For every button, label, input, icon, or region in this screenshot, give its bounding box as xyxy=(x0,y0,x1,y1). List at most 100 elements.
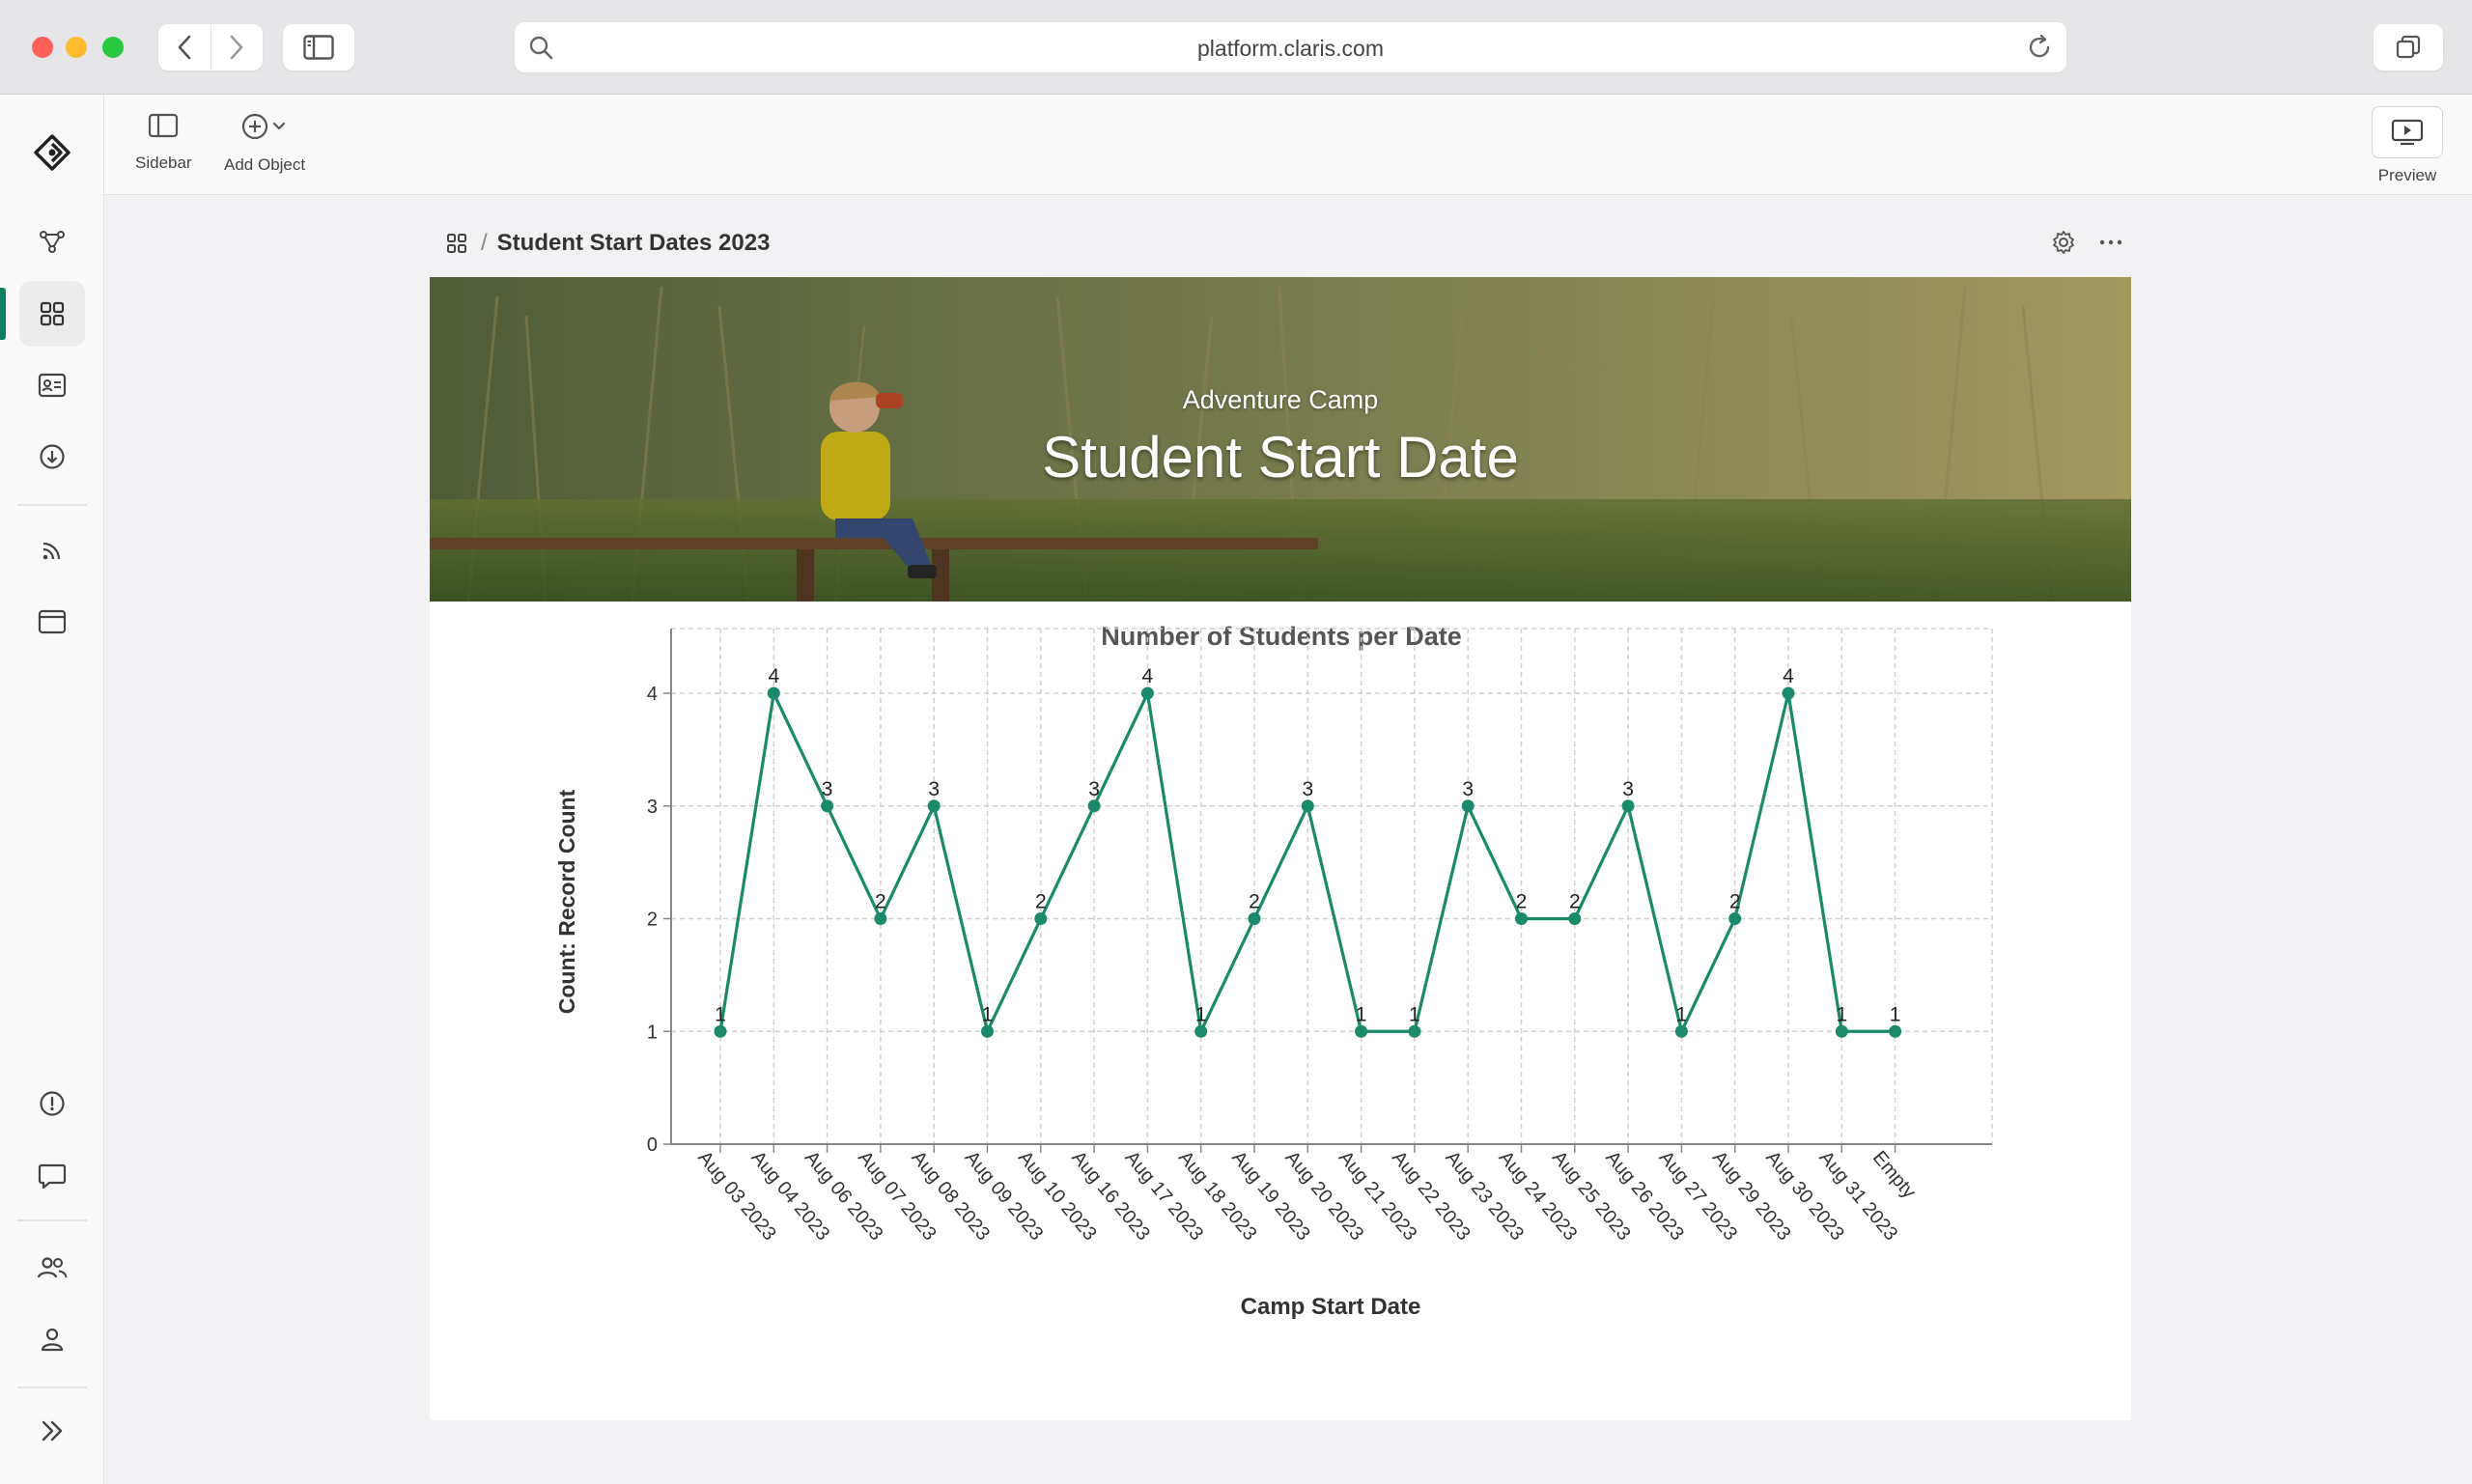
download-circle-icon xyxy=(40,444,65,469)
data-point[interactable] xyxy=(767,686,780,700)
data-point[interactable] xyxy=(714,1024,727,1038)
breadcrumb: / Student Start Dates 2023 xyxy=(446,228,770,259)
grid-icon[interactable] xyxy=(446,233,467,254)
data-point[interactable] xyxy=(874,912,887,926)
data-point[interactable] xyxy=(1355,1024,1368,1038)
rail-item-window[interactable] xyxy=(19,589,85,655)
add-circle-chevron-icon xyxy=(241,113,286,140)
data-label: 3 xyxy=(1302,778,1313,800)
rail-item-team[interactable] xyxy=(19,1235,85,1301)
data-point[interactable] xyxy=(1301,799,1314,813)
more-horizontal-icon[interactable] xyxy=(2097,230,2124,255)
data-point[interactable] xyxy=(1835,1024,1848,1038)
data-label: 2 xyxy=(1569,891,1581,913)
hero-photo xyxy=(430,277,2131,602)
sidebar-icon xyxy=(303,35,334,60)
rail-item-apps[interactable] xyxy=(19,281,85,347)
window-minimize-button[interactable] xyxy=(66,37,87,58)
rail-item-contacts[interactable] xyxy=(19,352,85,418)
data-label: 4 xyxy=(1142,665,1154,687)
data-point[interactable] xyxy=(981,1024,994,1038)
data-label: 1 xyxy=(715,1003,726,1025)
y-tick-label: 3 xyxy=(647,797,658,818)
data-label: 3 xyxy=(928,778,940,800)
data-point[interactable] xyxy=(1408,1024,1421,1038)
data-point[interactable] xyxy=(1515,912,1528,926)
gear-icon[interactable] xyxy=(2051,230,2076,255)
rail-item-downloads[interactable] xyxy=(19,424,85,490)
reload-icon[interactable] xyxy=(2026,34,2053,61)
y-tick-label: 2 xyxy=(647,910,658,931)
data-point[interactable] xyxy=(1674,1024,1688,1038)
data-point[interactable] xyxy=(1034,912,1048,926)
tab-overview-icon xyxy=(2396,35,2421,59)
rail-divider xyxy=(17,504,87,506)
window-maximize-button[interactable] xyxy=(102,37,124,58)
chevron-left-icon xyxy=(178,35,191,60)
rail-item-alerts[interactable] xyxy=(19,1071,85,1136)
expand-rail-button[interactable] xyxy=(19,1398,85,1464)
grid-icon xyxy=(40,301,65,326)
data-label: 2 xyxy=(1249,891,1260,913)
nodes-icon xyxy=(40,231,65,253)
search-icon xyxy=(529,36,553,60)
data-label: 1 xyxy=(1890,1003,1901,1025)
app-rail xyxy=(0,95,104,1484)
user-icon xyxy=(41,1328,64,1352)
data-point[interactable] xyxy=(1728,912,1742,926)
rail-item-messages[interactable] xyxy=(19,1143,85,1209)
chat-bubble-icon xyxy=(38,1163,67,1190)
data-point[interactable] xyxy=(1087,799,1101,813)
data-label: 1 xyxy=(1195,1003,1207,1025)
data-point[interactable] xyxy=(1568,912,1582,926)
data-point[interactable] xyxy=(1248,912,1261,926)
info-alert-icon xyxy=(40,1091,65,1116)
data-point[interactable] xyxy=(1194,1024,1208,1038)
y-tick-label: 4 xyxy=(647,684,658,705)
claris-logo[interactable] xyxy=(19,120,85,185)
browser-chrome: platform.claris.com xyxy=(0,0,2472,95)
data-point[interactable] xyxy=(1140,686,1154,700)
forward-button[interactable] xyxy=(210,24,264,70)
rail-item-feeds[interactable] xyxy=(19,518,85,583)
data-label: 1 xyxy=(1836,1003,1847,1025)
data-point[interactable] xyxy=(1461,799,1475,813)
double-chevron-right-icon xyxy=(42,1420,63,1442)
editor-toolbar: Sidebar Add Object Preview xyxy=(104,95,2472,195)
data-label: 3 xyxy=(1088,778,1100,800)
chart-grid xyxy=(671,628,1993,1145)
hero-overlay xyxy=(430,277,2131,602)
hero-title: Student Start Date xyxy=(1042,425,1519,490)
add-object-label: Add Object xyxy=(224,155,306,174)
data-point[interactable] xyxy=(1889,1024,1902,1038)
data-point[interactable] xyxy=(821,799,834,813)
data-point[interactable] xyxy=(1782,686,1795,700)
preview-button[interactable]: Preview xyxy=(2372,106,2443,185)
data-label: 2 xyxy=(1516,891,1528,913)
contact-card-icon xyxy=(38,373,67,398)
rail-item-account[interactable] xyxy=(19,1306,85,1372)
content-card: Adventure Camp Student Start Date Number… xyxy=(430,277,2131,1420)
data-label: 1 xyxy=(982,1003,994,1025)
sidebar-tool-button[interactable]: Sidebar xyxy=(135,112,192,173)
sidebar-panel-icon xyxy=(149,113,179,138)
chart-series xyxy=(714,686,1902,1038)
hero-banner: Adventure Camp Student Start Date xyxy=(430,277,2131,602)
tab-overview-button[interactable] xyxy=(2374,24,2443,70)
data-point[interactable] xyxy=(1621,799,1635,813)
address-bar[interactable]: platform.claris.com xyxy=(515,22,2066,72)
add-object-button[interactable]: Add Object xyxy=(224,112,305,175)
url-text: platform.claris.com xyxy=(1197,36,1384,61)
sidebar-tool-label: Sidebar xyxy=(135,154,192,172)
x-axis-label: Camp Start Date xyxy=(1241,1294,1421,1320)
data-label: 2 xyxy=(875,891,886,913)
rail-item-flows[interactable] xyxy=(19,209,85,274)
browser-sidebar-toggle[interactable] xyxy=(283,24,354,70)
window-close-button[interactable] xyxy=(32,37,53,58)
line-chart: Number of Students per Date Count: Recor… xyxy=(554,622,1993,1320)
data-point[interactable] xyxy=(927,799,941,813)
back-button[interactable] xyxy=(158,24,211,70)
data-label: 3 xyxy=(822,778,833,800)
claris-logo-icon xyxy=(34,134,70,171)
